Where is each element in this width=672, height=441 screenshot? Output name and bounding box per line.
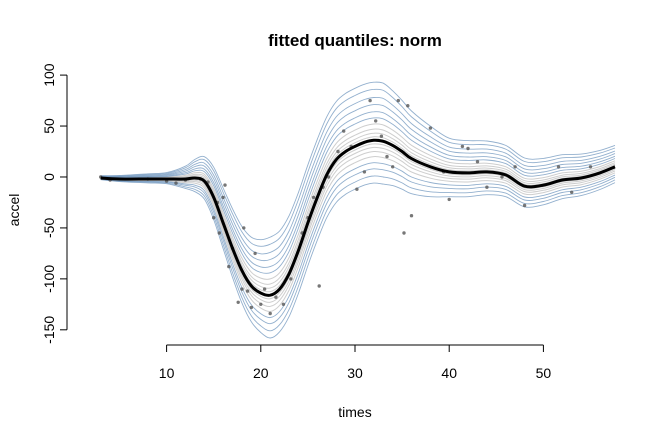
data-point-50 (447, 197, 451, 202)
data-point-47 (409, 214, 414, 218)
data-point-60 (588, 165, 593, 169)
data-point-37 (355, 187, 359, 191)
data-point-30 (311, 195, 316, 200)
data-point-34 (336, 149, 340, 154)
data-point-25 (274, 295, 278, 299)
quantile-curve-15 (100, 104, 616, 262)
data-point-54 (485, 185, 489, 189)
data-point-56 (513, 165, 517, 169)
data-point-24 (268, 311, 272, 316)
quantile-curve-4 (100, 162, 616, 319)
x-axis-label: times (338, 404, 371, 420)
y-axis-label: accel (6, 194, 22, 227)
y-tick-label--100: -100 (41, 265, 57, 293)
data-point-48 (428, 126, 433, 130)
data-point-41 (379, 134, 384, 138)
quantile-curves (100, 81, 616, 339)
quantile-curve-5 (100, 156, 616, 313)
x-tick-label-20: 20 (253, 365, 269, 381)
data-point-21 (253, 251, 257, 256)
chart-title: fitted quantiles: norm (268, 31, 442, 50)
y-tick-label-100: 100 (41, 63, 57, 87)
quantile-curve-13 (100, 117, 616, 274)
data-point-5 (174, 181, 178, 185)
data-point-11 (217, 231, 221, 235)
median-curve (100, 138, 616, 297)
data-point-20 (249, 305, 254, 310)
x-tick-label-50: 50 (536, 365, 552, 381)
data-point-52 (466, 146, 470, 151)
data-point-16 (236, 300, 240, 304)
data-point-40 (374, 119, 378, 123)
x-tick-label-10: 10 (159, 365, 175, 381)
data-point-38 (362, 170, 367, 174)
data-point-39 (368, 98, 372, 103)
data-point-26 (281, 302, 286, 306)
data-point-46 (406, 104, 410, 108)
data-point-51 (460, 144, 465, 149)
quantile-curve-12 (100, 123, 616, 280)
data-point-19 (245, 289, 250, 293)
median-curve-group (100, 138, 616, 297)
x-tick-label-40: 40 (441, 365, 457, 381)
data-point-42 (385, 154, 389, 159)
data-point-43 (391, 165, 395, 169)
quantile-curve-2 (100, 175, 616, 332)
data-point-59 (570, 190, 574, 194)
data-point-31 (317, 284, 321, 288)
data-point-12 (221, 195, 225, 200)
data-point-44 (396, 98, 400, 103)
data-point-27 (289, 277, 293, 281)
data-point-22 (259, 302, 263, 306)
data-point-9 (212, 216, 216, 220)
y-tick-label-50: 50 (41, 118, 57, 134)
quantile-curve-1 (100, 179, 616, 339)
quantile-curve-9 (100, 136, 616, 293)
quantile-curve-18 (100, 81, 616, 241)
data-point-13 (223, 183, 227, 187)
data-point-18 (242, 226, 246, 230)
data-points (99, 98, 593, 316)
data-point-57 (522, 203, 527, 208)
data-point-45 (402, 231, 406, 235)
x-tick-label-30: 30 (347, 365, 363, 381)
x-axis: 10 20 30 40 50 (159, 344, 552, 381)
data-point-58 (556, 165, 561, 169)
data-point-55 (500, 175, 504, 179)
quantile-curve-17 (100, 88, 616, 247)
y-tick-label--50: -50 (41, 218, 57, 238)
quantile-curve-6 (100, 150, 616, 307)
y-tick-label--150: -150 (41, 316, 57, 344)
y-tick-label-0: 0 (41, 173, 57, 181)
quantile-curve-10 (100, 132, 616, 289)
data-point-14 (227, 264, 231, 269)
quantile-curve-14 (100, 111, 616, 268)
quantile-curve-3 (100, 168, 616, 325)
y-axis: -150 -100 -50 0 50 100 (41, 63, 68, 344)
data-point-23 (262, 287, 267, 291)
quantile-curve-7 (100, 146, 616, 303)
data-point-17 (240, 287, 244, 291)
data-point-53 (475, 160, 480, 164)
quantile-curve-16 (100, 96, 616, 255)
data-point-35 (342, 129, 346, 133)
